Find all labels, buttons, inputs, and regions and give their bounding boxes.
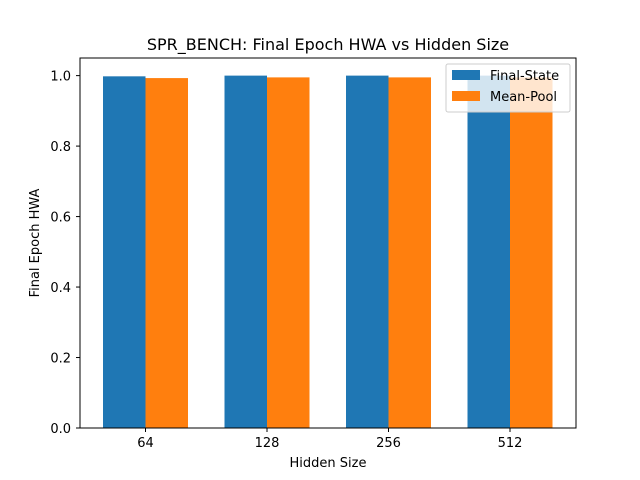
x-axis-ticks: 64 128 256 512 (137, 428, 522, 451)
bar-mean-pool-128 (267, 77, 310, 428)
chart-title: SPR_BENCH: Final Epoch HWA vs Hidden Siz… (147, 35, 509, 55)
plot-frame (79, 57, 577, 429)
bar-final-state-512 (467, 75, 510, 428)
y-tick-label-0.4: 0.4 (50, 281, 71, 296)
y-tick-label-0.2: 0.2 (50, 352, 71, 367)
bars-group (103, 75, 553, 429)
bar-final-state-256 (346, 75, 389, 428)
x-tick-label-64: 64 (137, 436, 154, 451)
bar-final-state-128 (224, 75, 267, 428)
legend-label-mean-pool: Mean-Pool (490, 90, 557, 105)
x-tick-label-512: 512 (498, 436, 523, 451)
legend-label-final-state: Final-State (490, 69, 559, 84)
x-tick-label-256: 256 (376, 436, 401, 451)
y-tick-label-0.6: 0.6 (50, 211, 71, 226)
bar-final-state-64 (103, 76, 146, 429)
bar-mean-pool-512 (510, 77, 553, 428)
y-tick-label-0.0: 0.0 (50, 422, 71, 437)
y-axis-ticks: 0.0 0.2 0.4 0.6 0.8 1.0 (50, 70, 80, 437)
bar-mean-pool-256 (388, 77, 431, 428)
x-tick-label-128: 128 (255, 436, 280, 451)
bar-mean-pool-64 (145, 78, 188, 428)
legend-swatch-mean-pool (452, 91, 480, 101)
legend-swatch-final-state (452, 70, 480, 80)
y-tick-label-1.0: 1.0 (50, 70, 71, 85)
y-axis-label: Final Epoch HWA (28, 188, 43, 297)
x-axis-label: Hidden Size (290, 456, 367, 471)
legend: Final-State Mean-Pool (445, 63, 571, 113)
y-tick-label-0.8: 0.8 (50, 140, 71, 155)
